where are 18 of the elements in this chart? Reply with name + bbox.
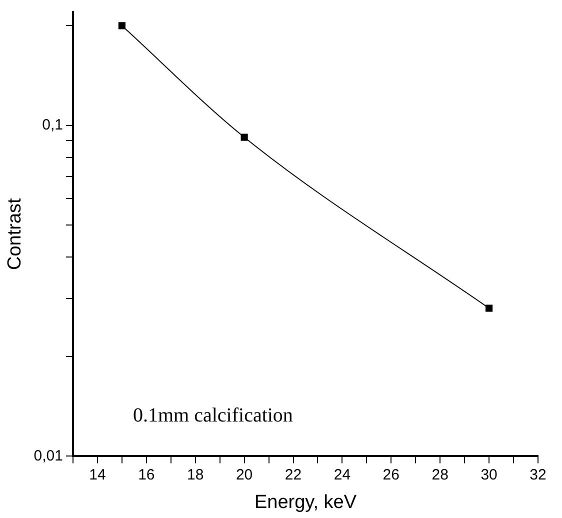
x-tick-label: 18	[187, 466, 204, 484]
x-tick-label: 28	[432, 466, 448, 484]
annotation: 0.1mm calcification	[132, 404, 293, 426]
x-tick-label: 16	[138, 466, 155, 484]
x-tick-label: 22	[284, 466, 302, 484]
x-tick-label: 30	[480, 466, 498, 484]
x-tick-label: 32	[530, 466, 546, 484]
point	[486, 304, 493, 312]
y-axis-title: Contrast	[4, 197, 26, 270]
x-tick-label: 14	[89, 466, 106, 484]
x-tick-label: 20	[236, 466, 253, 484]
point	[240, 134, 248, 141]
x-tick-label: 26	[382, 466, 400, 484]
y-tick-label: 0,1	[42, 116, 63, 134]
point	[118, 22, 126, 30]
x-axis-title: Energy, keV	[254, 492, 357, 513]
y-tick-label: 0,01	[34, 447, 63, 464]
x-tick-label: 24	[334, 466, 351, 484]
